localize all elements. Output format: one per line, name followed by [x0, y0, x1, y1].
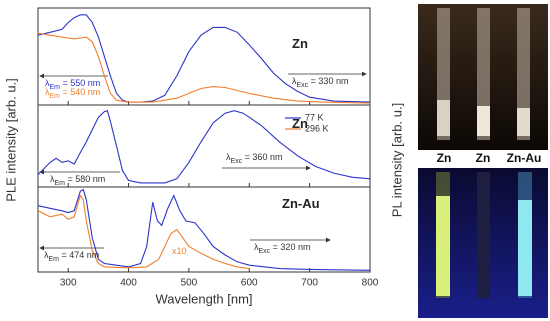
annotation: Zn: [292, 116, 308, 131]
annotation: Zn-Au: [282, 196, 320, 211]
annotation: λEm = 474 nm: [44, 250, 99, 263]
annotation-text: = 320 nm: [270, 242, 310, 252]
annotation-subscript: Exc: [231, 158, 243, 165]
annotation: λExc = 320 nm: [254, 242, 310, 255]
spectrum-line: [37, 32, 371, 104]
annotation-text: Zn: [292, 36, 308, 51]
annotation-text: Zn-Au: [282, 196, 320, 211]
annotation: x10: [172, 246, 187, 256]
spectrum-line: [37, 188, 371, 271]
annotation-text: x10: [172, 246, 187, 256]
annotation-subscript: Em: [50, 84, 61, 91]
x-tick-label: 600: [241, 278, 258, 289]
annotation-text: = 580 nm: [65, 174, 105, 184]
annotation-subscript: Em: [50, 93, 61, 100]
annotation-subscript: Exc: [259, 248, 271, 255]
annotation-text: Zn: [292, 116, 308, 131]
annotation-symbol: λ: [226, 152, 231, 162]
annotation-subscript: Exc: [297, 82, 309, 89]
legend-label: 296 K: [305, 123, 329, 133]
arrows: [39, 71, 367, 251]
x-tick-label: 700: [301, 278, 318, 289]
annotation: Zn: [292, 36, 308, 51]
annotation: λExc = 360 nm: [226, 152, 282, 165]
x-tick-label: 500: [181, 278, 198, 289]
annotation-subscript: Em: [49, 256, 60, 263]
annotation-text: = 360 nm: [242, 152, 282, 162]
photo-label: Zn-Au: [507, 151, 542, 165]
x-tick-label: 800: [362, 278, 379, 289]
photo-axis-label: PL intensity [arb. u.]: [389, 103, 404, 217]
annotation-symbol: λ: [292, 76, 297, 86]
annotation-text: = 474 nm: [59, 250, 99, 260]
annotation-symbol: λ: [45, 78, 50, 88]
y-axis-label: PLE intensity [arb. u.]: [3, 78, 18, 202]
annotation-symbol: λ: [45, 87, 50, 97]
spectrum-line: [37, 194, 250, 270]
legend-label: 77 K: [305, 112, 324, 122]
annotation-text: = 330 nm: [308, 76, 348, 86]
x-tick-label: 300: [60, 278, 77, 289]
annotation-text: = 540 nm: [60, 87, 100, 97]
annotation-text: = 550 nm: [60, 78, 100, 88]
photo: [418, 4, 548, 318]
annotation: λExc = 330 nm: [292, 76, 348, 89]
annotation-subscript: Em: [55, 180, 66, 187]
spectrum-line: [37, 110, 371, 184]
panel-frame: [37, 186, 371, 273]
x-axis-label: Wavelength [nm]: [155, 291, 252, 306]
photo-label: Zn: [476, 151, 491, 165]
annotation-symbol: λ: [254, 242, 259, 252]
annotation-symbol: λ: [50, 174, 55, 184]
spectrum-line: [37, 14, 371, 103]
photo-label: Zn: [437, 151, 452, 165]
x-tick-label: 400: [120, 278, 137, 289]
annotation: λEm = 550 nm: [45, 78, 100, 91]
annotation: λEm = 580 nm: [50, 174, 105, 187]
annotation: λEm = 540 nm: [45, 87, 100, 100]
annotation-symbol: λ: [44, 250, 49, 260]
